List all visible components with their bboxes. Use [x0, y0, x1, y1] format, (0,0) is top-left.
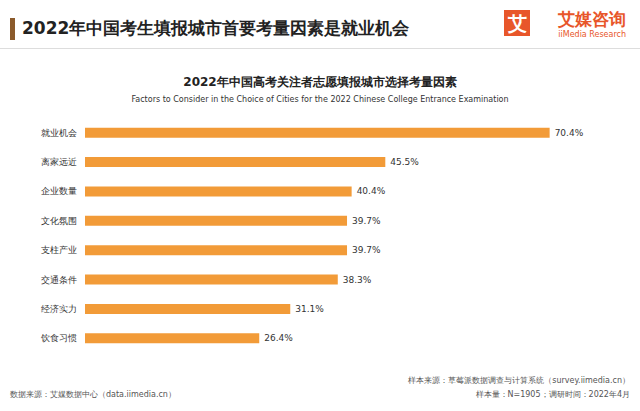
svg-text:文化氛围: 文化氛围: [41, 216, 77, 226]
svg-text:70.4%: 70.4%: [555, 128, 584, 138]
svg-text:艾媒咨询: 艾媒咨询: [557, 9, 626, 29]
svg-text:样本量：N=1905；调研时间：2022年4月: 样本量：N=1905；调研时间：2022年4月: [476, 390, 631, 399]
svg-text:交通条件: 交通条件: [41, 275, 77, 285]
svg-text:就业机会: 就业机会: [41, 128, 77, 138]
svg-text:饮食习惯: 饮食习惯: [40, 333, 77, 343]
svg-text:样本来源：草莓派数据调查与计算系统（survey.iimed: 样本来源：草莓派数据调查与计算系统（survey.iimedia.cn）: [408, 376, 630, 385]
svg-text:2022年中国高考关注者志愿填报城市选择考量因素: 2022年中国高考关注者志愿填报城市选择考量因素: [183, 75, 456, 89]
svg-text:iiMedia Research: iiMedia Research: [558, 30, 626, 39]
svg-text:离家远近: 离家远近: [41, 157, 77, 167]
svg-text:企业数量: 企业数量: [41, 186, 77, 196]
svg-text:支柱产业: 支柱产业: [41, 245, 77, 255]
svg-text:39.7%: 39.7%: [352, 216, 381, 226]
svg-text:31.1%: 31.1%: [295, 304, 324, 314]
svg-text:38.3%: 38.3%: [343, 275, 372, 285]
svg-text:40.4%: 40.4%: [357, 186, 386, 196]
svg-text:Factors to Consider in the Cho: Factors to Consider in the Choice of Cit…: [131, 95, 508, 104]
svg-text:2022年中国考生填报城市首要考量因素是就业机会: 2022年中国考生填报城市首要考量因素是就业机会: [22, 18, 410, 38]
svg-text:经济实力: 经济实力: [41, 304, 77, 314]
svg-text:数据来源：艾媒数据中心（data.iimedia.cn）: 数据来源：艾媒数据中心（data.iimedia.cn）: [10, 390, 176, 399]
svg-text:艾: 艾: [507, 12, 527, 34]
svg-text:39.7%: 39.7%: [352, 245, 381, 255]
svg-text:26.4%: 26.4%: [264, 333, 293, 343]
svg-text:45.5%: 45.5%: [390, 157, 419, 167]
